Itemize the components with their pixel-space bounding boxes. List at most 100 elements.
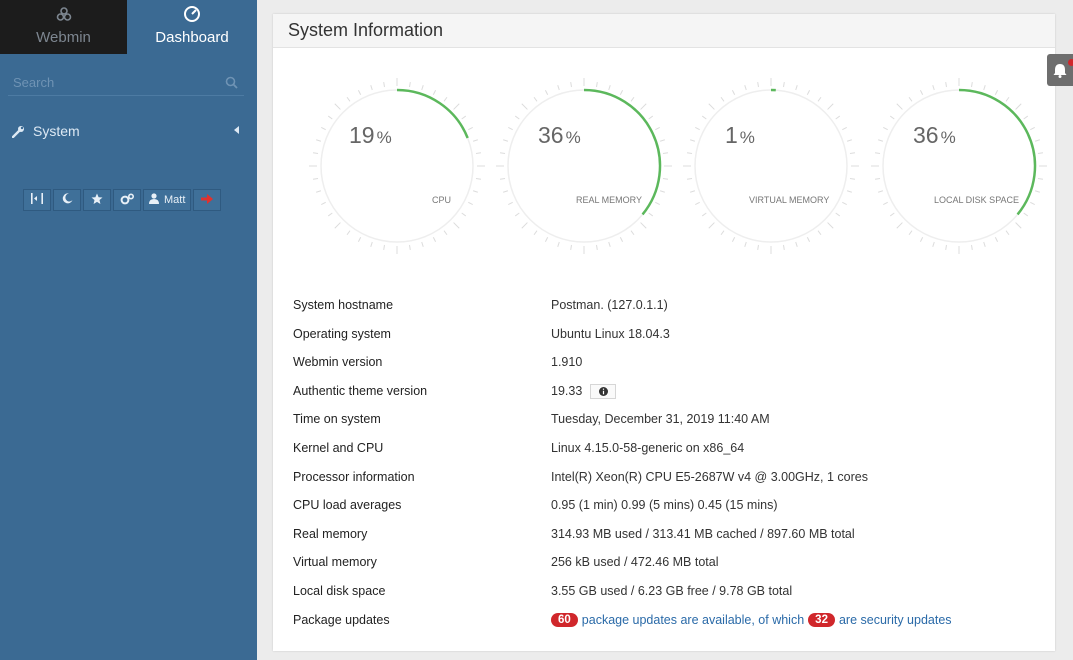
notifications-button[interactable] xyxy=(1047,54,1073,86)
gauge-tick xyxy=(731,90,736,95)
gauge-tick xyxy=(521,103,528,110)
package-updates-link[interactable]: package updates are available, of which xyxy=(581,612,805,627)
tab-dashboard[interactable]: Dashboard xyxy=(127,0,257,54)
info-value-wrap: 19.33 xyxy=(551,383,617,399)
logout-button[interactable] xyxy=(193,189,222,211)
user-name: Matt xyxy=(164,194,186,206)
gauges-row: 19% CPU 36% REAL MEMORY 1% VIRTUAL MEMOR… xyxy=(273,76,1055,266)
sidebar-item-system[interactable]: System xyxy=(0,118,257,144)
wrench-icon xyxy=(12,125,25,138)
gauge-tick xyxy=(655,126,660,131)
gauge-tick xyxy=(334,103,341,110)
gauge-tick xyxy=(1030,201,1035,206)
cpu-gauge-dial xyxy=(309,78,485,254)
gauge-tick xyxy=(383,244,385,251)
webmin-logo-icon xyxy=(56,3,72,25)
gauge-tick xyxy=(795,241,798,247)
info-label: CPU load averages xyxy=(293,498,402,513)
gauge-tick xyxy=(994,90,999,95)
gauge-tick xyxy=(596,244,598,251)
search-icon[interactable] xyxy=(222,74,240,92)
user-button[interactable]: Matt xyxy=(143,189,192,211)
gauge-local-disk-value: 36% xyxy=(913,122,956,149)
security-updates-link[interactable]: are security updates xyxy=(838,612,952,627)
notification-dot xyxy=(1068,59,1073,66)
theme-config-button[interactable] xyxy=(113,189,141,211)
gauge-tick xyxy=(1023,212,1029,217)
gauge-tick xyxy=(648,115,654,120)
bell-icon xyxy=(1053,63,1067,78)
gauge-track xyxy=(694,89,848,243)
gauge-real-memory-label: REAL MEMORY xyxy=(576,195,643,205)
gauge-tick xyxy=(695,126,700,131)
system-info-table: System hostname Postman. (127.0.1.1) Ope… xyxy=(293,296,1033,639)
gauge-tick xyxy=(708,103,715,110)
gauge-tick xyxy=(686,178,693,180)
user-icon xyxy=(149,193,159,207)
gauge-tick xyxy=(596,81,598,88)
gauge-tick xyxy=(720,96,725,102)
gauge-tick xyxy=(983,85,986,91)
gauge-tick xyxy=(919,237,924,242)
star-icon xyxy=(91,193,103,208)
gauge-tick xyxy=(357,90,362,95)
gauge-tick xyxy=(846,190,852,193)
gauge-tick xyxy=(720,230,725,236)
tab-webmin[interactable]: Webmin xyxy=(0,0,127,54)
gauge-tick xyxy=(409,244,411,251)
gauge-tick xyxy=(945,244,947,251)
package-updates-value: 60 package updates are available, of whi… xyxy=(551,612,956,627)
gauge-tick xyxy=(690,190,696,193)
gauge-tick xyxy=(346,96,351,102)
gauge-tick xyxy=(690,139,696,142)
gauge-tick xyxy=(453,222,460,229)
gauge-tick xyxy=(846,139,852,142)
gauge-tick xyxy=(327,115,333,120)
info-row-virtual-memory: Virtual memory 256 kB used / 472.46 MB t… xyxy=(293,553,1033,582)
gauge-tick xyxy=(630,230,635,236)
info-label: Webmin version xyxy=(293,355,383,370)
gauge-tick xyxy=(503,190,509,193)
gauge-virtual-memory-value: 1% xyxy=(725,122,755,149)
gauge-tick xyxy=(1034,139,1040,142)
gauge-tick xyxy=(662,178,669,180)
gauge-tick xyxy=(701,212,707,217)
gauge-tick xyxy=(557,85,560,91)
gauge-tick xyxy=(432,237,437,242)
gauge-real-memory-value: 36% xyxy=(538,122,581,149)
search-input[interactable] xyxy=(8,70,222,95)
sidebar-item-system-label: System xyxy=(33,123,80,139)
local-disk-gauge-dial xyxy=(871,78,1047,254)
info-label: Virtual memory xyxy=(293,555,377,570)
gauge-tick xyxy=(630,96,635,102)
gauge-tick xyxy=(883,201,888,206)
night-mode-button[interactable] xyxy=(53,189,81,211)
gears-icon xyxy=(120,192,135,208)
gauge-tick xyxy=(514,115,520,120)
gauge-tick xyxy=(878,190,884,193)
gauge-tick xyxy=(919,90,924,95)
gauge-tick xyxy=(619,237,624,242)
info-label: Real memory xyxy=(293,526,368,541)
gauge-cpu-label: CPU xyxy=(432,195,452,205)
gauge-tick xyxy=(461,212,467,217)
sidebar-toolbar: Matt xyxy=(23,189,222,211)
gauge-cpu-unit: % xyxy=(376,128,392,147)
gauge-tick xyxy=(499,152,506,154)
tab-webmin-label: Webmin xyxy=(36,29,91,46)
gauge-tick xyxy=(874,152,881,154)
theme-info-button[interactable] xyxy=(590,383,617,399)
gauge-tick xyxy=(544,237,549,242)
gauge-tick xyxy=(896,222,903,229)
gauge-tick xyxy=(370,241,373,247)
gauge-tick xyxy=(640,222,647,229)
info-label: Operating system xyxy=(293,326,391,341)
info-value: 1.910 xyxy=(551,355,583,370)
collapse-toggle-button[interactable] xyxy=(23,189,51,211)
favorites-button[interactable] xyxy=(83,189,111,211)
gauge-tick xyxy=(908,96,913,102)
gauge-tick xyxy=(849,178,856,180)
gauge-real-memory-unit: % xyxy=(565,128,581,147)
gauge-tick xyxy=(1037,152,1044,154)
info-value: 314.93 MB used / 313.41 MB cached / 897.… xyxy=(551,526,855,541)
